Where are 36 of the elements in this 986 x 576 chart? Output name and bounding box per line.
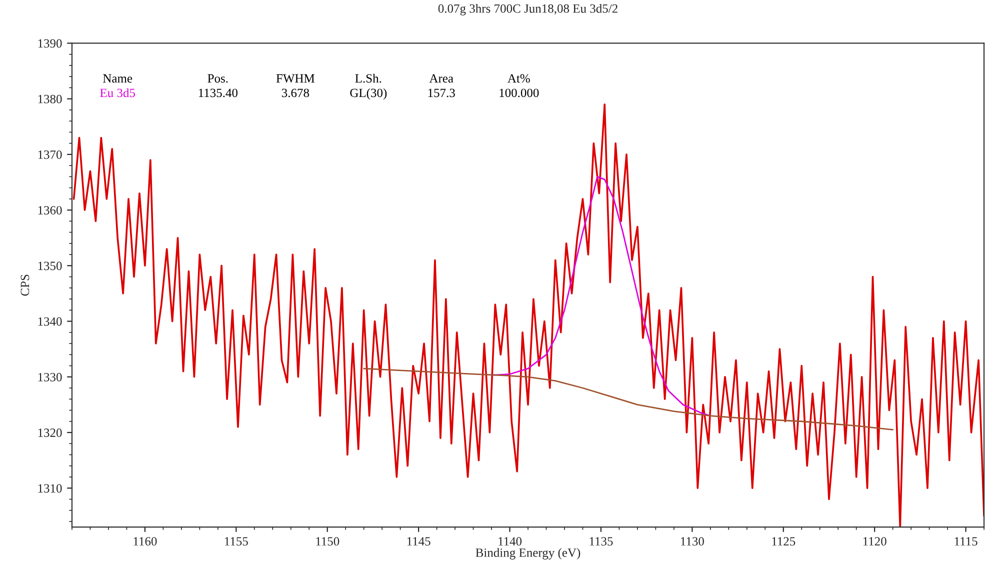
annotation: At% (508, 74, 530, 83)
y-tick-label: 1380 (38, 94, 62, 104)
x-tick-label: 1115 (954, 537, 978, 546)
x-axis-title: Binding Energy (eV) (476, 548, 580, 560)
x-tick-label: 1140 (498, 537, 522, 546)
x-tick-label: 1130 (681, 537, 704, 546)
annotation: Pos. (208, 74, 228, 83)
line-series (363, 368, 894, 430)
annotation: FWHM (276, 74, 315, 83)
annotation: 1135.40 (198, 88, 238, 98)
annotation: 3.678 (282, 88, 310, 98)
x-tick-label: 1150 (316, 537, 340, 546)
x-tick-label: 1155 (224, 537, 248, 546)
y-tick-label: 1310 (38, 484, 62, 493)
x-tick-label: 1120 (863, 537, 886, 546)
y-tick-label: 1390 (38, 39, 62, 48)
annotation: Area (429, 74, 454, 83)
x-tick-label: 1160 (134, 537, 157, 546)
y-tick-label: 1340 (38, 317, 62, 326)
x-tick-label: 1145 (407, 537, 430, 546)
x-tick-label: 1125 (772, 537, 796, 546)
y-tick-label: 1370 (38, 150, 62, 159)
y-tick-label: 1350 (38, 262, 62, 270)
y-tick-label: 1320 (38, 428, 62, 437)
annotation: Name (103, 74, 132, 83)
annotation: 157.3 (428, 88, 455, 98)
annotation: Eu 3d5 (100, 88, 135, 98)
y-tick-label: 1330 (38, 372, 62, 382)
annotation: GL(30) (350, 88, 387, 100)
y-tick-label: 1360 (38, 206, 62, 214)
annotation: L.Sh. (355, 74, 382, 83)
chart-title: 0.07g 3hrs 700C Jun18,08 Eu 3d5/2 (438, 4, 618, 16)
y-axis-title: CPS (20, 274, 30, 296)
x-tick-label: 1135 (590, 537, 613, 546)
annotation: 100.000 (500, 88, 539, 98)
line-series (490, 176, 712, 417)
